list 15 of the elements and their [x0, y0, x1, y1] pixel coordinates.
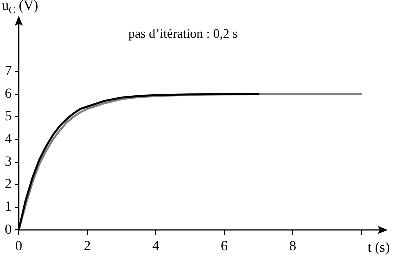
annotation: pas d’itération : 0,2 s — [128, 26, 238, 41]
y-tick-label: 0 — [5, 222, 12, 238]
y-tick-label: 4 — [5, 132, 12, 148]
x-tick-label: 2 — [84, 239, 91, 254]
y-tick-label: 1 — [5, 200, 12, 216]
y-tick-label: 5 — [5, 110, 12, 125]
y-tick-label: 6 — [5, 87, 12, 102]
x-axis-title: t (s) — [368, 241, 390, 256]
y-tick-label: 2 — [5, 178, 12, 193]
x-tick-label: 8 — [289, 239, 296, 254]
x-tick-label: 0 — [16, 239, 22, 254]
x-tick-label: 4 — [152, 239, 160, 254]
y-tick-label: 3 — [5, 154, 12, 170]
y-tick-label: 7 — [5, 64, 12, 80]
x-tick-label: 6 — [220, 239, 228, 254]
